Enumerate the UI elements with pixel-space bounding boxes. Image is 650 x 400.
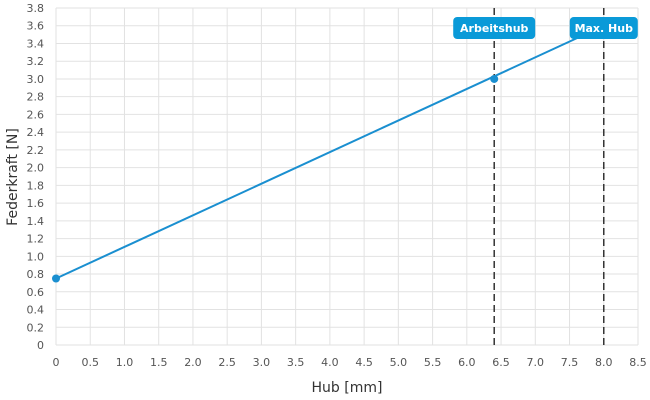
y-tick-label: 1.8: [27, 179, 45, 192]
y-tick-label: 1.6: [27, 197, 45, 210]
series-layer: [55, 24, 605, 280]
y-tick-label: 2.2: [27, 144, 45, 157]
marker-badge: Max. Hub: [569, 17, 638, 39]
y-tick-label: 3.2: [27, 55, 45, 68]
x-tick-label: 6.5: [492, 356, 510, 369]
x-tick-label: 0: [53, 356, 60, 369]
y-tick-labels: 0 0.2 0.4 0.6 0.8 1.0 1.2 1.4 1.6 1.8 2.0 2.2 2.4 2.6…: [27, 2, 45, 352]
x-tick-label: 2.5: [218, 356, 236, 369]
x-tick-label: 1.0: [116, 356, 134, 369]
y-tick-label: 2.0: [27, 162, 45, 175]
y-tick-label: 2.8: [27, 91, 45, 104]
point-layer: [52, 74, 499, 283]
y-tick-label: 2.4: [27, 126, 45, 139]
y-tick-label: 0: [37, 339, 44, 352]
x-tick-label: 8.0: [595, 356, 613, 369]
y-tick-label: 0.4: [27, 304, 45, 317]
data-point: [490, 74, 499, 83]
x-tick-label: 3.0: [253, 356, 271, 369]
y-tick-label: 3.4: [27, 37, 45, 50]
marker-badge: Arbeitshub: [453, 17, 536, 39]
x-tick-label: 1.5: [150, 356, 168, 369]
y-tick-label: 3.0: [27, 73, 45, 86]
x-tick-label: 8.5: [629, 356, 647, 369]
y-tick-label: 3.6: [27, 20, 45, 33]
x-tick-label: 5.5: [424, 356, 442, 369]
y-tick-label: 1.0: [27, 250, 45, 263]
y-tick-label: 0.6: [27, 286, 45, 299]
y-tick-label: 0.2: [27, 321, 45, 334]
x-tick-label: 5.0: [390, 356, 408, 369]
x-tick-labels: 0 0.5 1.0 1.5 2.0 2.5 3.0 3.5 4.0 4.5 5.0 5.5 6.0 6.5…: [53, 356, 647, 369]
x-tick-label: 0.5: [81, 356, 99, 369]
data-point: [52, 274, 60, 283]
x-tick-label: 2.0: [184, 356, 202, 369]
y-tick-label: 1.2: [27, 233, 45, 246]
y-tick-label: 1.4: [27, 215, 45, 228]
x-axis-title: Hub [mm]: [312, 380, 383, 396]
y-tick-label: 2.6: [27, 108, 45, 121]
x-tick-label: 3.5: [287, 356, 305, 369]
y-axis-title: Federkraft [N]: [5, 128, 21, 226]
y-tick-label: 3.8: [27, 2, 45, 15]
marker-badge-label: Max. Hub: [575, 22, 634, 35]
marker-badge-bg: [453, 17, 536, 39]
marker-badge-bg: [569, 17, 638, 39]
x-tick-label: 7.5: [561, 356, 579, 369]
x-tick-label: 6.0: [458, 356, 476, 369]
marker-badge-label: Arbeitshub: [460, 22, 529, 35]
grid: [55, 7, 639, 346]
x-tick-label: 4.5: [355, 356, 373, 369]
marker-layer: Arbeitshub Max. Hub: [453, 8, 638, 345]
y-tick-label: 0.8: [27, 268, 45, 281]
x-tick-label: 4.0: [321, 356, 339, 369]
x-tick-label: 7.0: [527, 356, 545, 369]
force-line: [55, 24, 605, 280]
